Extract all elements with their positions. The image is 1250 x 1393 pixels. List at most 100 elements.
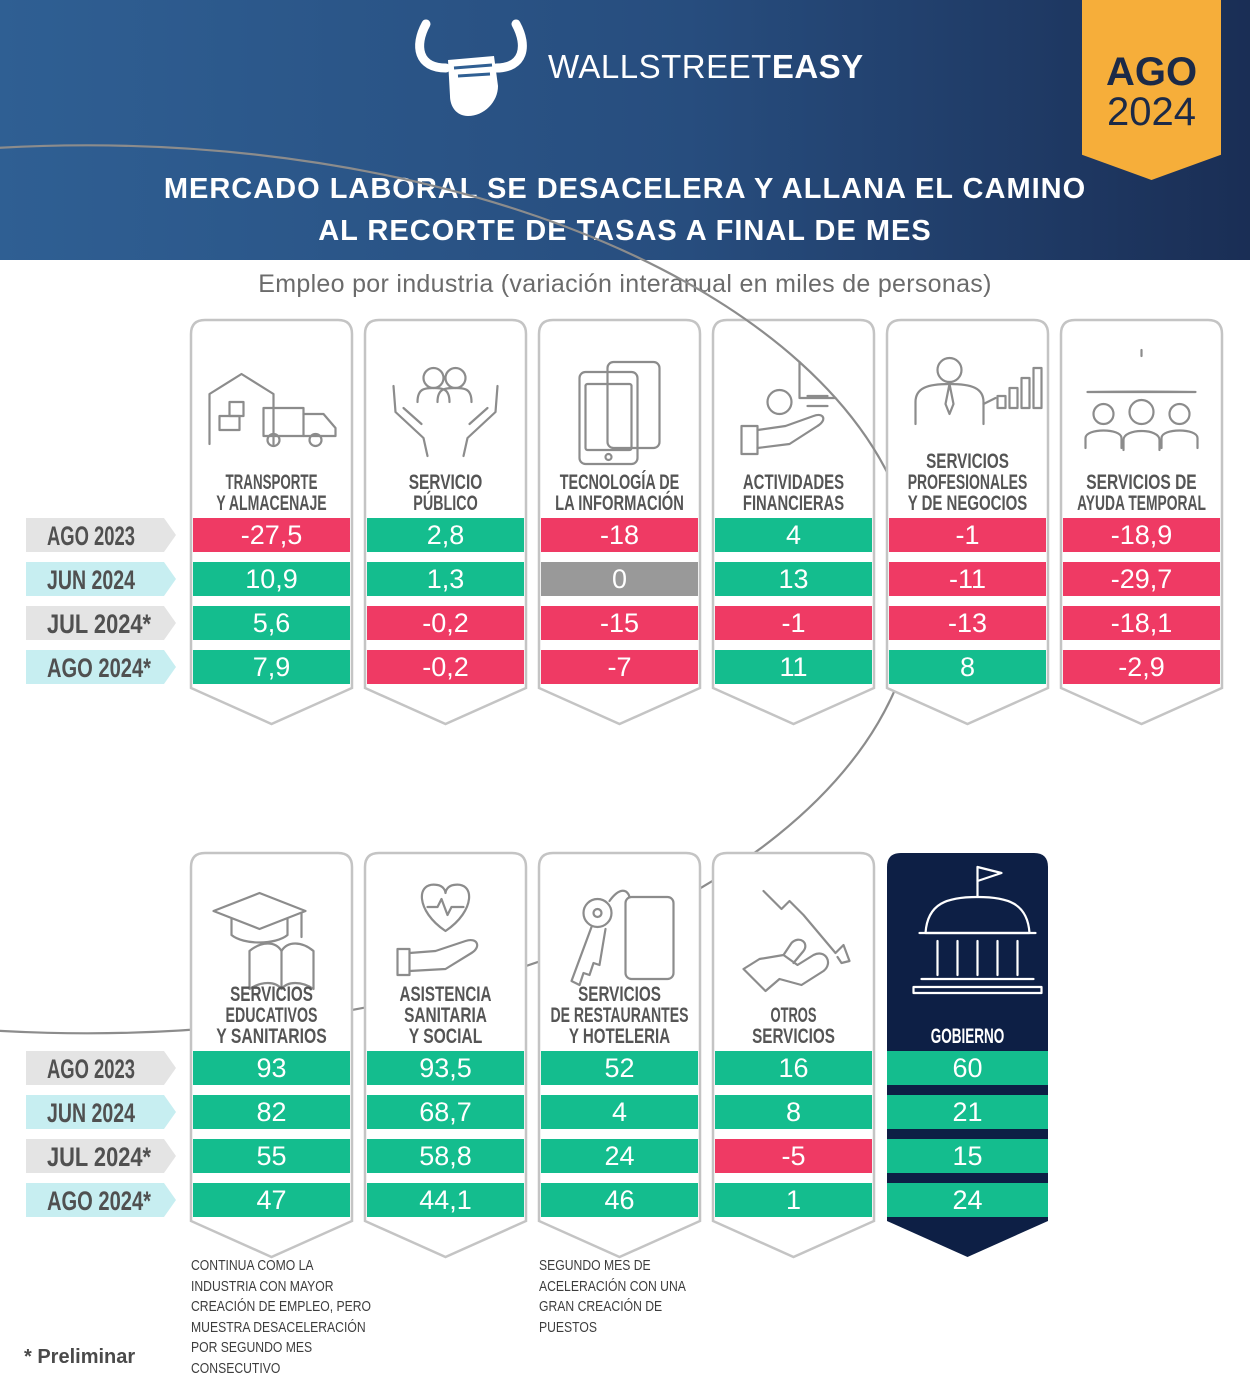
value-label: 24 (952, 1185, 982, 1215)
value-cell (715, 518, 872, 552)
value-label: 52 (604, 1053, 634, 1083)
value-label: 55 (256, 1141, 286, 1171)
value-cell (715, 1095, 872, 1129)
value-cell (887, 1051, 1048, 1085)
value-label: -27,5 (241, 520, 303, 550)
period-label-bg (26, 518, 176, 552)
value-cell (887, 1183, 1048, 1217)
industry-name: Y ALMACENAJE (216, 492, 326, 515)
period-label-bg (26, 650, 176, 684)
value-label: -1 (781, 608, 805, 638)
value-label: -18 (600, 520, 639, 550)
period-label-bg (26, 562, 176, 596)
industry-name: Y HOTELERIA (569, 1025, 670, 1048)
industry-name: SANITARIA (404, 1004, 487, 1027)
value-cell (541, 1051, 698, 1085)
industry-name: ACTIVIDADES (743, 471, 844, 494)
period-label: AGO 2023 (47, 1054, 135, 1084)
value-cell (887, 1095, 1048, 1129)
value-label: 7,9 (253, 652, 291, 682)
industry-name: SERVICIOS (578, 983, 661, 1006)
period-label: AGO 2023 (47, 521, 135, 551)
value-cell (193, 518, 350, 552)
period-label: JUN 2024 (47, 565, 135, 595)
value-label: 93 (256, 1053, 286, 1083)
period-label: AGO 2024* (47, 1186, 151, 1216)
value-label: 10,9 (245, 564, 298, 594)
title-line-2: AL RECORTE DE TASAS A FINAL DE MES (318, 215, 932, 247)
industry-name: Y SOCIAL (409, 1025, 483, 1048)
value-cell (541, 1095, 698, 1129)
value-cell (193, 606, 350, 640)
industry-name: PÚBLICO (413, 491, 477, 515)
value-label: -2,9 (1118, 652, 1165, 682)
period-label: JUL 2024* (47, 609, 151, 639)
value-label: 0 (612, 564, 627, 594)
value-label: -15 (600, 608, 639, 638)
period-label-bg (26, 1139, 176, 1173)
main-title: MERCADO LABORAL SE DESACELERA Y ALLANA E… (60, 168, 1190, 252)
value-cell (541, 1183, 698, 1217)
value-cell (367, 650, 524, 684)
note-education: CONTINUA COMO LA INDUSTRIA CON MAYOR CRE… (191, 1258, 372, 1377)
value-label: 5,6 (253, 608, 291, 638)
industry-name: PROFESIONALES (908, 471, 1028, 494)
value-cell (889, 606, 1046, 640)
government-building-icon (912, 865, 1043, 995)
value-cell (193, 562, 350, 596)
footnote-preliminary: * Preliminar (24, 1346, 136, 1368)
value-label: 44,1 (419, 1185, 472, 1215)
period-label-bg (26, 606, 176, 640)
value-label: 21 (952, 1097, 982, 1127)
badge-month: AGO (1105, 50, 1198, 94)
value-cell (367, 1051, 524, 1085)
value-label: 46 (604, 1185, 634, 1215)
industry-name: SERVICIOS DE (1086, 471, 1196, 494)
value-label: 68,7 (419, 1097, 472, 1127)
note-restaurants: SEGUNDO MES DE ACELERACIÓN CON UNA GRAN … (539, 1258, 686, 1336)
key-card-icon (570, 889, 675, 987)
value-cell (715, 1139, 872, 1173)
value-cell (367, 606, 524, 640)
value-cell (1063, 650, 1220, 684)
industry-name: SERVICIOS (752, 1025, 835, 1048)
badge-year: 2024 (1107, 90, 1196, 134)
umbrella-people-icon (1084, 348, 1199, 452)
value-label: 47 (256, 1185, 286, 1215)
value-cell (367, 518, 524, 552)
value-cell (887, 1139, 1048, 1173)
value-label: -0,2 (422, 652, 469, 682)
value-cell (889, 650, 1046, 684)
value-cell (889, 562, 1046, 596)
industry-name: SERVICIOS (230, 983, 313, 1006)
value-cell (715, 1183, 872, 1217)
warehouse-truck-icon (208, 372, 337, 448)
value-cell (541, 562, 698, 596)
period-label: AGO 2024* (47, 653, 151, 683)
value-label: -5 (781, 1141, 805, 1171)
value-label: 4 (786, 520, 801, 550)
industry-name: Y SANITARIOS (216, 1025, 326, 1048)
value-label: -11 (949, 564, 986, 594)
industry-column: GOBIERNO 60 21 15 24 (887, 853, 1048, 1257)
industry-name: TECNOLOGÍA DE (560, 471, 680, 494)
value-label: -29,7 (1111, 564, 1173, 594)
value-cell (367, 1183, 524, 1217)
industry-name: ASISTENCIA (400, 983, 492, 1006)
value-cell (367, 1139, 524, 1173)
value-cell (193, 1095, 350, 1129)
value-label: 2,8 (427, 520, 465, 550)
value-label: 82 (256, 1097, 286, 1127)
value-label: 58,8 (419, 1141, 472, 1171)
title-line-1: MERCADO LABORAL SE DESACELERA Y ALLANA E… (163, 173, 1087, 205)
industry-name: EDUCATIVOS (226, 1004, 318, 1027)
